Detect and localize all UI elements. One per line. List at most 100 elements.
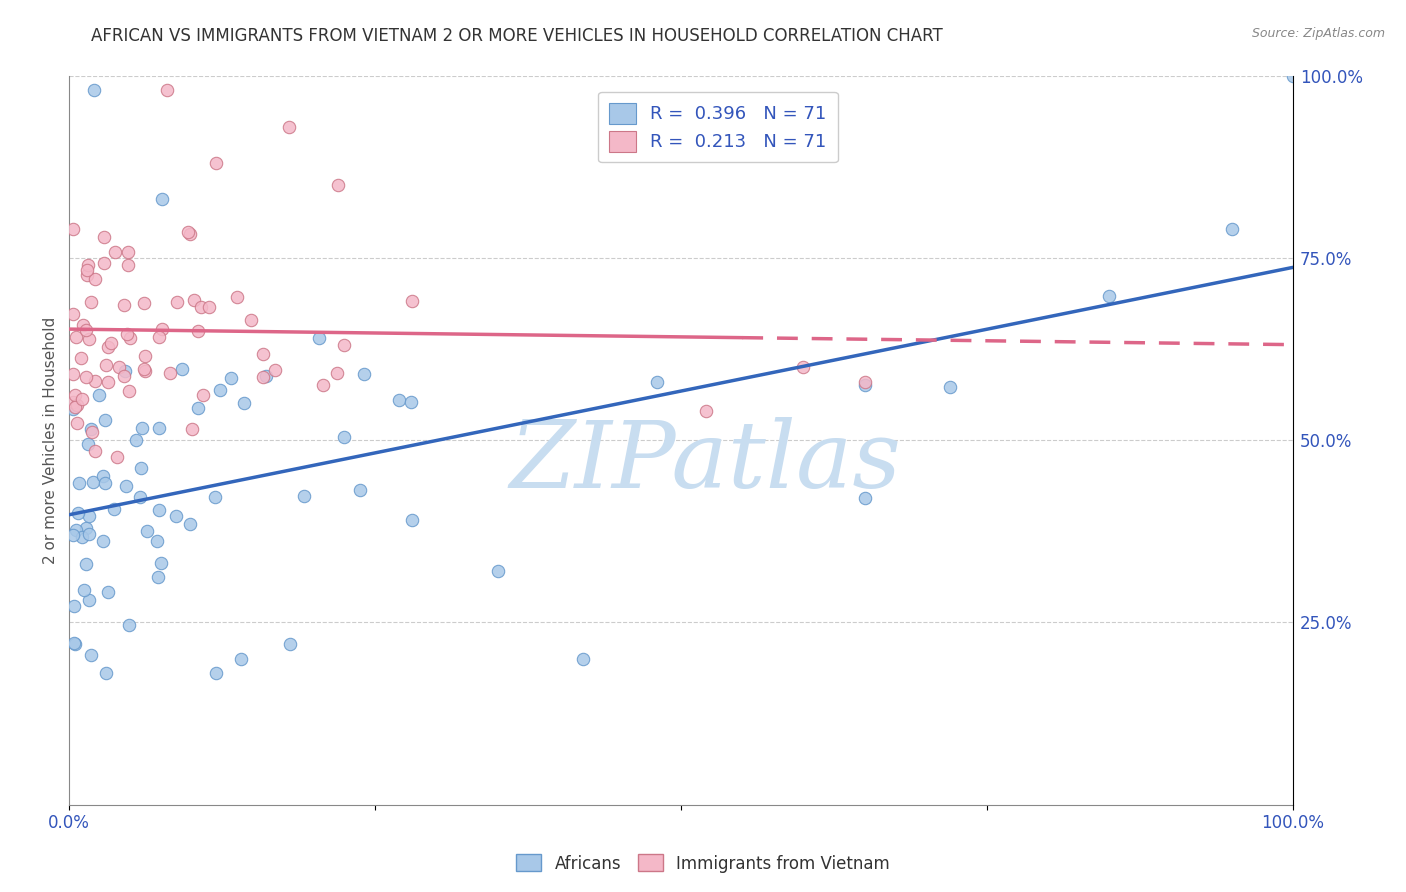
- Point: [108, 360, 131, 375]
- Point: [97, 584, 120, 599]
- Point: [233, 396, 256, 410]
- Point: [97, 375, 120, 389]
- Point: [695, 404, 717, 418]
- Point: [70, 392, 93, 406]
- Point: [62, 599, 84, 613]
- Point: [70, 530, 93, 544]
- Point: [132, 362, 155, 376]
- Point: [1098, 289, 1121, 303]
- Point: [94, 476, 117, 491]
- Point: [80, 422, 103, 436]
- Point: [125, 433, 148, 447]
- Point: [219, 371, 242, 385]
- Point: [97, 340, 120, 354]
- Point: [172, 362, 194, 376]
- Point: [100, 336, 122, 351]
- Point: [63, 636, 86, 650]
- Point: [115, 326, 138, 341]
- Point: [148, 503, 170, 517]
- Point: [292, 489, 315, 503]
- Point: [333, 430, 356, 444]
- Point: [66, 416, 89, 430]
- Point: [73, 583, 96, 598]
- Text: AFRICAN VS IMMIGRANTS FROM VIETNAM 2 OR MORE VEHICLES IN HOUSEHOLD CORRELATION C: AFRICAN VS IMMIGRANTS FROM VIETNAM 2 OR …: [91, 27, 943, 45]
- Point: [62, 222, 84, 236]
- Point: [166, 294, 188, 309]
- Point: [349, 483, 371, 497]
- Point: [328, 178, 350, 192]
- Point: [159, 366, 181, 380]
- Point: [69, 351, 91, 365]
- Point: [179, 516, 201, 531]
- Point: [94, 666, 117, 681]
- Point: [278, 637, 301, 651]
- Point: [278, 120, 301, 134]
- Point: [65, 330, 87, 344]
- Point: [93, 413, 115, 427]
- Point: [129, 460, 152, 475]
- Point: [91, 533, 114, 548]
- Point: [205, 666, 228, 681]
- Point: [148, 421, 170, 435]
- Point: [388, 393, 411, 408]
- Point: [165, 509, 187, 524]
- Point: [62, 307, 84, 321]
- Point: [87, 388, 110, 402]
- Point: [135, 524, 157, 539]
- Point: [399, 395, 422, 409]
- Point: [1220, 221, 1243, 235]
- Point: [572, 652, 595, 666]
- Point: [62, 402, 84, 417]
- Point: [179, 227, 201, 242]
- Point: [204, 490, 226, 504]
- Point: [176, 225, 198, 239]
- Point: [114, 363, 136, 377]
- Point: [263, 363, 285, 377]
- Point: [190, 300, 212, 314]
- Point: [792, 360, 814, 375]
- Point: [65, 400, 87, 414]
- Point: [96, 358, 118, 372]
- Text: ZIPatlas: ZIPatlas: [509, 417, 901, 507]
- Point: [134, 363, 156, 377]
- Legend: Africans, Immigrants from Vietnam: Africans, Immigrants from Vietnam: [509, 847, 897, 880]
- Point: [83, 83, 105, 97]
- Point: [118, 617, 141, 632]
- Point: [103, 502, 125, 516]
- Point: [183, 293, 205, 308]
- Point: [148, 570, 170, 584]
- Point: [84, 374, 107, 388]
- Point: [91, 469, 114, 483]
- Point: [401, 294, 423, 309]
- Point: [181, 422, 204, 436]
- Point: [254, 368, 277, 383]
- Point: [75, 557, 97, 571]
- Point: [134, 296, 156, 310]
- Point: [93, 230, 115, 244]
- Point: [486, 565, 509, 579]
- Point: [77, 527, 100, 541]
- Point: [150, 321, 173, 335]
- Point: [77, 508, 100, 523]
- Point: [149, 556, 172, 570]
- Point: [76, 437, 98, 451]
- Point: [353, 367, 375, 381]
- Point: [129, 490, 152, 504]
- Point: [252, 369, 274, 384]
- Point: [401, 513, 423, 527]
- Point: [79, 648, 101, 662]
- Point: [239, 313, 262, 327]
- Point: [134, 349, 156, 363]
- Point: [156, 83, 179, 97]
- Point: [148, 330, 170, 344]
- Point: [208, 384, 231, 398]
- Point: [63, 637, 86, 651]
- Point: [187, 401, 209, 415]
- Point: [187, 324, 209, 338]
- Point: [198, 300, 221, 314]
- Point: [146, 534, 169, 549]
- Point: [80, 425, 103, 439]
- Point: [853, 375, 876, 389]
- Point: [311, 378, 333, 392]
- Point: [63, 388, 86, 402]
